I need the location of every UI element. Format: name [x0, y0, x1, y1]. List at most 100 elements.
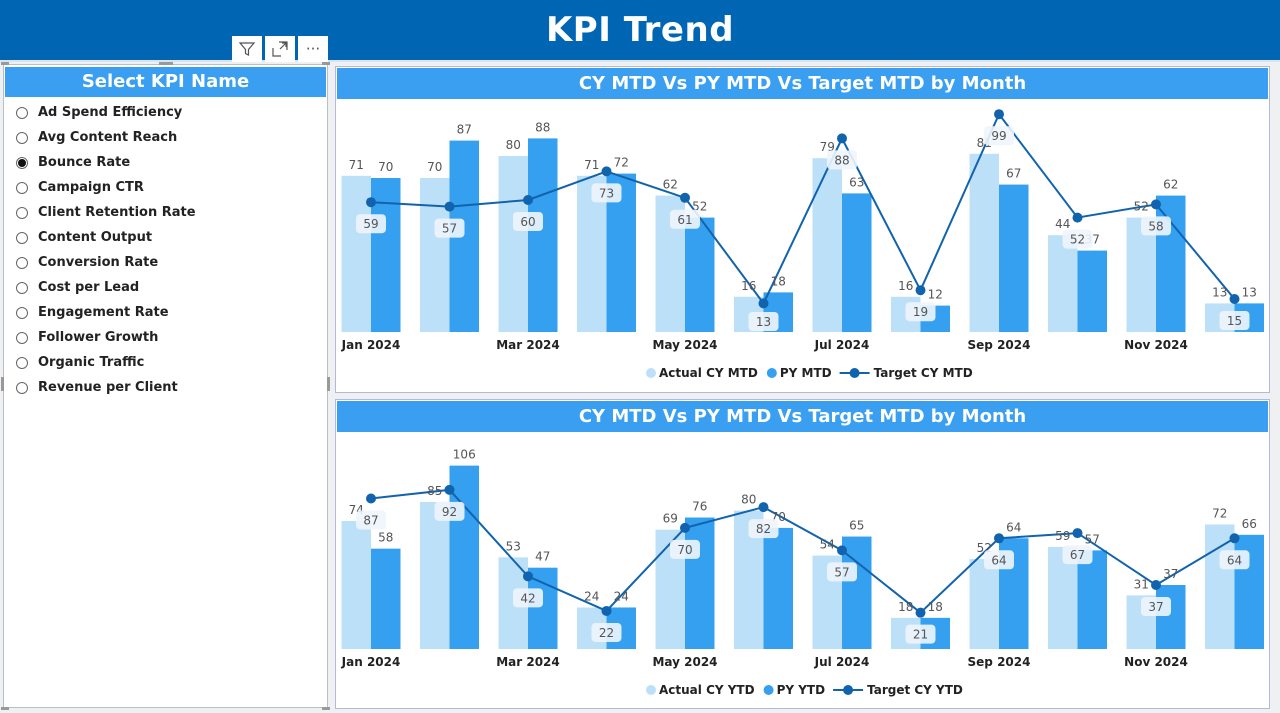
legend-label[interactable]: PY YTD	[777, 683, 826, 697]
actual-bar[interactable]	[420, 501, 450, 649]
legend-label[interactable]: Actual CY MTD	[659, 366, 758, 380]
py-bar[interactable]	[449, 465, 480, 649]
target-point[interactable]	[837, 545, 847, 556]
py-bar[interactable]	[999, 184, 1029, 332]
legend-label[interactable]: PY MTD	[780, 366, 832, 380]
resize-handle[interactable]	[1, 62, 9, 65]
resize-handle[interactable]	[327, 377, 330, 391]
target-point[interactable]	[994, 109, 1004, 120]
target-point[interactable]	[366, 493, 376, 504]
slicer-item[interactable]: Client Retention Rate	[4, 200, 327, 225]
radio-icon[interactable]	[16, 356, 28, 369]
actual-bar[interactable]	[498, 156, 529, 332]
slicer-item[interactable]: Content Output	[4, 225, 327, 250]
target-point[interactable]	[523, 571, 533, 582]
actual-bar[interactable]	[341, 175, 372, 332]
target-point[interactable]	[1072, 528, 1083, 539]
py-bar[interactable]	[1156, 195, 1186, 332]
slicer-item[interactable]: Avg Content Reach	[4, 125, 327, 150]
target-point[interactable]	[1229, 533, 1240, 544]
target-point[interactable]	[680, 192, 690, 203]
radio-selected-icon[interactable]	[16, 156, 28, 169]
resize-handle[interactable]	[159, 62, 173, 65]
py-data-label: 12	[928, 288, 943, 302]
py-data-label: 76	[692, 500, 707, 514]
legend-marker-icon	[646, 685, 656, 695]
py-bar[interactable]	[1077, 550, 1108, 649]
actual-bar[interactable]	[1205, 524, 1235, 649]
target-point[interactable]	[758, 502, 769, 513]
py-bar[interactable]	[842, 193, 872, 332]
radio-icon[interactable]	[16, 281, 28, 294]
radio-icon[interactable]	[16, 306, 28, 319]
slicer-item[interactable]: Conversion Rate	[4, 250, 327, 275]
slicer-item[interactable]: Bounce Rate	[4, 150, 327, 175]
radio-icon[interactable]	[16, 331, 28, 344]
target-label-box	[827, 562, 857, 582]
target-point[interactable]	[366, 197, 376, 208]
actual-bar[interactable]	[969, 153, 1000, 332]
resize-handle[interactable]	[322, 707, 330, 710]
py-bar[interactable]	[371, 548, 401, 649]
radio-icon[interactable]	[16, 381, 28, 394]
target-label-box	[827, 150, 857, 170]
slicer-item[interactable]: Campaign CTR	[4, 175, 327, 200]
resize-handle[interactable]	[1, 377, 4, 391]
py-bar[interactable]	[1156, 584, 1186, 649]
target-point[interactable]	[680, 522, 690, 533]
target-point[interactable]	[1151, 579, 1161, 590]
target-point[interactable]	[1229, 294, 1240, 304]
slicer-item[interactable]: Cost per Lead	[4, 275, 327, 300]
resize-handle[interactable]	[322, 62, 330, 65]
radio-icon[interactable]	[16, 106, 28, 119]
actual-bar[interactable]	[969, 559, 1000, 649]
filter-icon[interactable]	[232, 36, 262, 62]
py-bar[interactable]	[528, 567, 558, 649]
py-bar[interactable]	[528, 138, 558, 332]
actual-bar[interactable]	[1126, 217, 1157, 332]
x-tick-label: Mar 2024	[496, 655, 560, 669]
target-point[interactable]	[601, 605, 612, 616]
actual-bar[interactable]	[1048, 235, 1078, 332]
more-options-icon[interactable]: ···	[298, 36, 328, 62]
py-bar[interactable]	[685, 517, 715, 649]
x-tick-label: Mar 2024	[496, 338, 560, 352]
resize-handle[interactable]	[1, 707, 9, 710]
slicer-item[interactable]: Engagement Rate	[4, 300, 327, 325]
slicer-item[interactable]: Revenue per Client	[4, 375, 327, 400]
slicer-item[interactable]: Ad Spend Efficiency	[4, 100, 327, 125]
py-bar[interactable]	[685, 217, 715, 332]
legend-label[interactable]: Actual CY YTD	[659, 683, 755, 697]
legend-label[interactable]: Target CY YTD	[867, 683, 963, 697]
target-point[interactable]	[915, 607, 926, 618]
slicer-item[interactable]: Organic Traffic	[4, 350, 327, 375]
radio-icon[interactable]	[16, 131, 28, 144]
target-point[interactable]	[1151, 199, 1161, 210]
actual-bar[interactable]	[420, 178, 450, 332]
actual-bar[interactable]	[341, 520, 372, 649]
py-bar[interactable]	[1077, 250, 1108, 332]
actual-bar[interactable]	[812, 158, 843, 332]
target-data-label: 61	[677, 213, 692, 227]
radio-icon[interactable]	[16, 181, 28, 194]
chart-title: CY MTD Vs PY MTD Vs Target MTD by Month	[337, 401, 1268, 432]
target-point[interactable]	[601, 166, 612, 177]
target-point[interactable]	[444, 484, 455, 495]
actual-data-label: 44	[1055, 217, 1070, 231]
radio-icon[interactable]	[16, 231, 28, 244]
legend-label[interactable]: Target CY MTD	[874, 366, 973, 380]
target-point[interactable]	[994, 533, 1004, 544]
target-point[interactable]	[915, 285, 926, 296]
py-data-label: 106	[453, 448, 476, 462]
legend-marker-icon	[763, 685, 774, 695]
radio-icon[interactable]	[16, 206, 28, 219]
target-point[interactable]	[1072, 212, 1083, 223]
py-bar[interactable]	[763, 527, 794, 649]
target-point[interactable]	[758, 298, 769, 309]
focus-mode-icon[interactable]	[265, 36, 295, 62]
target-point[interactable]	[837, 133, 847, 144]
target-point[interactable]	[523, 195, 533, 205]
target-point[interactable]	[444, 201, 455, 212]
slicer-item[interactable]: Follower Growth	[4, 325, 327, 350]
radio-icon[interactable]	[16, 256, 28, 269]
